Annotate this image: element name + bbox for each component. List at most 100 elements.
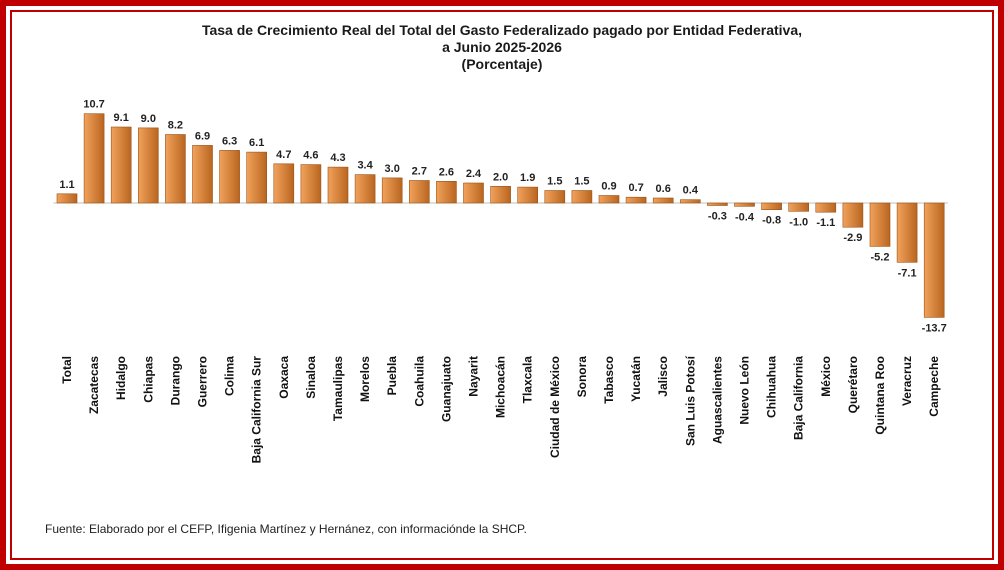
bar-32 bbox=[923, 202, 945, 318]
bar-18 bbox=[544, 190, 566, 204]
category-label-31: Veracruz bbox=[900, 356, 914, 406]
value-label-22: 0.6 bbox=[656, 183, 671, 195]
category-label-29: Querétaro bbox=[846, 356, 860, 413]
category-label-27: Baja California bbox=[792, 356, 806, 440]
bar-12 bbox=[381, 177, 403, 204]
category-label-6: Colima bbox=[223, 356, 237, 396]
bar-11 bbox=[354, 174, 376, 204]
category-label-11: Morelos bbox=[358, 356, 372, 402]
bar-22 bbox=[652, 197, 674, 204]
bar-27 bbox=[788, 202, 810, 212]
value-label-16: 2.0 bbox=[493, 171, 508, 183]
bar-17 bbox=[517, 186, 539, 204]
category-label-14: Guanajuato bbox=[439, 356, 453, 422]
value-label-25: -0.4 bbox=[735, 211, 755, 223]
value-label-10: 4.3 bbox=[330, 152, 345, 164]
bar-7 bbox=[246, 151, 267, 204]
category-label-25: Nuevo León bbox=[738, 356, 752, 425]
bar-30 bbox=[869, 202, 891, 247]
bars-group bbox=[53, 113, 948, 318]
bar-24 bbox=[707, 202, 728, 206]
category-label-30: Quintana Roo bbox=[873, 356, 887, 435]
value-label-21: 0.7 bbox=[628, 182, 643, 194]
category-label-23: San Luis Potosí bbox=[683, 355, 697, 446]
value-label-31: -7.1 bbox=[898, 267, 917, 279]
inner-frame bbox=[10, 10, 994, 560]
category-labels-group: Total Zacatecas Hidalgo Chiapas Durango Guerr… bbox=[60, 355, 941, 463]
bar-23 bbox=[679, 199, 701, 204]
chart-title-line-3: (Porcentaje) bbox=[461, 56, 543, 72]
category-label-22: Jalisco bbox=[656, 356, 670, 397]
category-label-0: Total bbox=[60, 356, 74, 384]
value-labels-group: 1.1 10.7 9.1 9.0 8.2 6.9 6.3 6.1 4.7 4.6 4.3 3.4 3.0… bbox=[59, 99, 946, 335]
value-label-13: 2.7 bbox=[412, 166, 427, 178]
bar-5 bbox=[192, 145, 213, 204]
bar-1 bbox=[83, 113, 105, 204]
category-label-17: Tlaxcala bbox=[521, 356, 535, 404]
value-label-20: 0.9 bbox=[601, 181, 616, 193]
value-label-4: 8.2 bbox=[168, 120, 183, 132]
category-label-4: Durango bbox=[168, 356, 182, 405]
value-label-0: 1.1 bbox=[59, 179, 74, 191]
value-label-1: 10.7 bbox=[83, 99, 104, 111]
value-label-27: -1.0 bbox=[789, 216, 808, 228]
category-label-8: Oaxaca bbox=[277, 356, 291, 399]
category-label-16: Michoacán bbox=[494, 356, 508, 418]
value-label-23: 0.4 bbox=[683, 185, 699, 197]
bar-10 bbox=[327, 166, 349, 204]
bar-16 bbox=[490, 186, 511, 204]
category-label-3: Chiapas bbox=[141, 356, 155, 403]
bar-21 bbox=[625, 196, 647, 204]
value-label-17: 1.9 bbox=[520, 172, 535, 184]
category-label-26: Chihuahua bbox=[765, 356, 779, 418]
value-label-7: 6.1 bbox=[249, 137, 264, 149]
value-label-32: -13.7 bbox=[922, 322, 947, 334]
value-label-8: 4.7 bbox=[276, 149, 291, 161]
category-label-21: Yucatán bbox=[629, 356, 643, 402]
category-label-7: Baja California Sur bbox=[250, 356, 264, 464]
category-label-5: Guerrero bbox=[196, 356, 210, 407]
bar-25 bbox=[734, 202, 755, 207]
value-label-6: 6.3 bbox=[222, 135, 237, 147]
value-label-26: -0.8 bbox=[762, 215, 781, 227]
bar-4 bbox=[165, 134, 186, 204]
category-label-1: Zacatecas bbox=[87, 356, 101, 414]
value-label-18: 1.5 bbox=[547, 176, 562, 188]
chart-title: Tasa de Crecimiento Real del Total del G… bbox=[0, 22, 1004, 73]
bar-26 bbox=[761, 202, 782, 210]
bar-13 bbox=[408, 180, 430, 204]
value-label-3: 9.0 bbox=[141, 113, 156, 125]
value-label-24: -0.3 bbox=[708, 211, 727, 223]
category-label-28: México bbox=[819, 356, 833, 397]
value-label-11: 3.4 bbox=[357, 160, 373, 172]
category-label-32: Campeche bbox=[927, 356, 941, 417]
chart-title-line-2: a Junio 2025-2026 bbox=[442, 39, 562, 55]
category-label-15: Nayarit bbox=[467, 356, 481, 397]
chart-title-line-1: Tasa de Crecimiento Real del Total del G… bbox=[201, 22, 803, 38]
bar-15 bbox=[463, 182, 484, 204]
value-label-2: 9.1 bbox=[114, 112, 129, 124]
category-label-13: Coahuila bbox=[412, 356, 426, 407]
category-label-2: Hidalgo bbox=[114, 356, 128, 400]
category-label-12: Puebla bbox=[385, 356, 399, 396]
category-label-20: Tabasco bbox=[602, 356, 616, 404]
bar-6 bbox=[219, 150, 240, 204]
bar-14 bbox=[436, 181, 457, 204]
value-label-29: -2.9 bbox=[843, 232, 862, 244]
bar-31 bbox=[896, 202, 918, 263]
value-label-9: 4.6 bbox=[303, 150, 318, 162]
bar-9 bbox=[300, 164, 322, 204]
bar-8 bbox=[273, 163, 295, 204]
value-label-30: -5.2 bbox=[871, 251, 890, 263]
value-label-15: 2.4 bbox=[466, 168, 482, 180]
bar-20 bbox=[598, 195, 620, 204]
bar-2 bbox=[110, 126, 132, 204]
value-label-19: 1.5 bbox=[574, 176, 589, 188]
bar-29 bbox=[842, 202, 864, 228]
bar-19 bbox=[571, 190, 593, 204]
category-label-10: Tamaulipas bbox=[331, 356, 345, 421]
bar-28 bbox=[815, 202, 837, 213]
category-label-24: Aguascalientes bbox=[710, 356, 724, 444]
value-label-12: 3.0 bbox=[385, 163, 400, 175]
